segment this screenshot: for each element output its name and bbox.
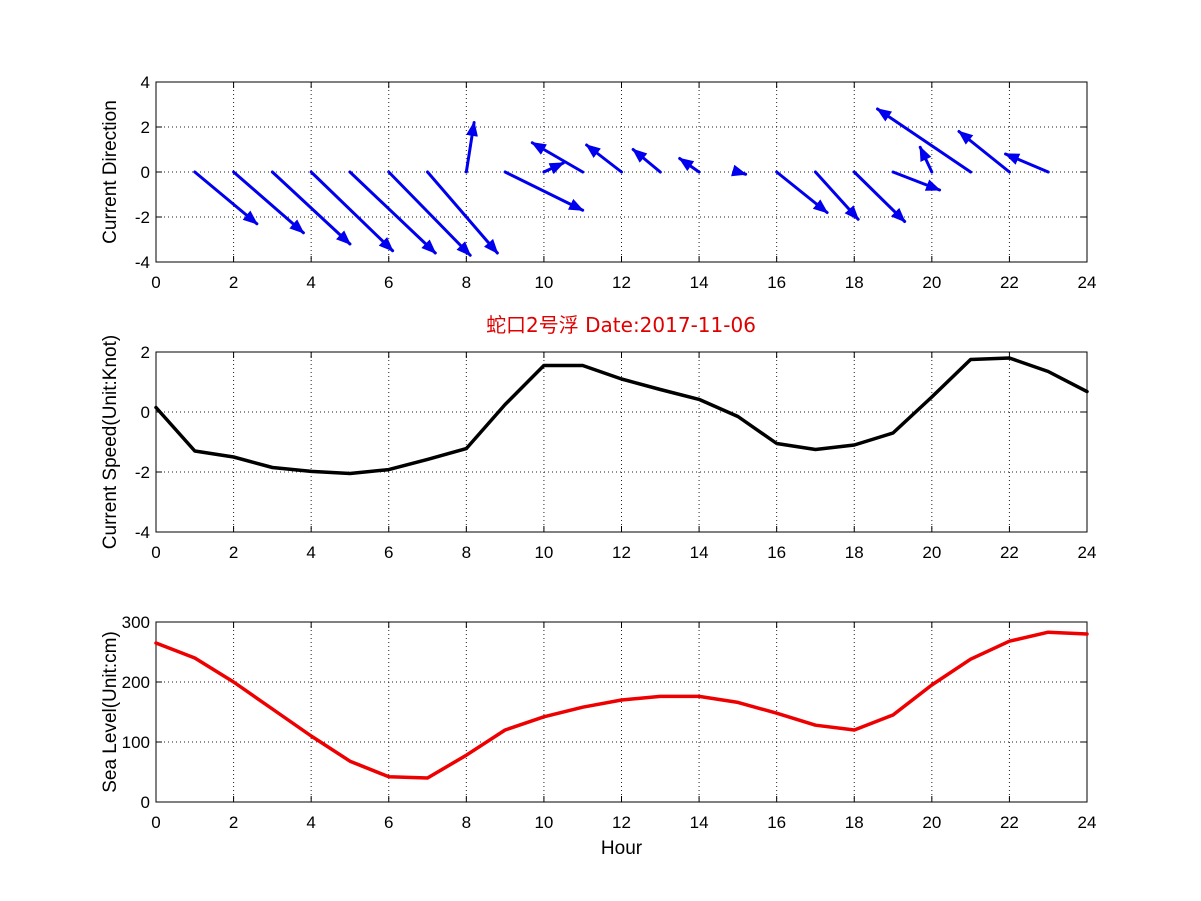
- direction-arrow-5: [387, 170, 472, 257]
- direction-arrow-21: [957, 130, 1011, 174]
- sea-level-x-tick-label-10: 20: [922, 813, 941, 832]
- sea-level-x-tick-label-7: 14: [690, 813, 709, 832]
- sea-level-x-tick-label-5: 10: [534, 813, 553, 832]
- sea-level-x-tick-label-12: 24: [1078, 813, 1097, 832]
- direction-arrow-4: [348, 170, 437, 255]
- sea-level-x-tick-label-1: 2: [229, 813, 238, 832]
- direction-arrow-6: [426, 170, 499, 255]
- speed-x-tick-label-1: 2: [229, 543, 238, 562]
- direction-x-tick-label-9: 18: [845, 273, 864, 292]
- sea-level-x-tick-label-0: 0: [151, 813, 160, 832]
- speed-x-tick-label-12: 24: [1078, 543, 1097, 562]
- direction-x-tick-label-0: 0: [151, 273, 160, 292]
- direction-y-axis-label: Current Direction: [100, 100, 121, 244]
- speed-x-tick-label-8: 16: [767, 543, 786, 562]
- sea-level-x-tick-label-11: 22: [1000, 813, 1019, 832]
- direction-arrow-19: [918, 145, 934, 174]
- direction-x-tick-label-8: 16: [767, 273, 786, 292]
- sea-level-x-tick-label-9: 18: [845, 813, 864, 832]
- sea-level-y-tick-label-2: 200: [122, 673, 150, 692]
- sea-level-x-tick-label-8: 16: [767, 813, 786, 832]
- chart-title: 蛇口2号浮 Date:2017-11-06: [486, 313, 756, 337]
- direction-arrow-17: [852, 170, 907, 223]
- speed-x-tick-label-5: 10: [534, 543, 553, 562]
- direction-y-tick-label-1: -2: [135, 208, 150, 227]
- direction-arrow-9: [542, 161, 565, 175]
- sea-level-y-tick-label-3: 300: [122, 613, 150, 632]
- sea-level-x-tick-label-6: 12: [612, 813, 631, 832]
- direction-y-tick-label-2: 0: [141, 163, 150, 182]
- sea-level-x-tick-label-4: 8: [462, 813, 471, 832]
- direction-arrow-7: [464, 121, 478, 174]
- speed-y-tick-label-2: 0: [141, 403, 150, 422]
- sea-level-x-tick-label-3: 6: [384, 813, 393, 832]
- direction-y-tick-label-4: 4: [141, 73, 150, 92]
- direction-arrow-10: [530, 141, 585, 174]
- speed-x-tick-label-3: 6: [384, 543, 393, 562]
- direction-x-tick-label-2: 4: [306, 273, 315, 292]
- direction-arrow-22: [1004, 152, 1050, 174]
- direction-x-tick-label-11: 22: [1000, 273, 1019, 292]
- direction-x-tick-label-4: 8: [462, 273, 471, 292]
- direction-x-tick-label-12: 24: [1078, 273, 1097, 292]
- direction-y-tick-label-0: -4: [135, 253, 150, 272]
- speed-y-tick-label-1: -2: [135, 463, 150, 482]
- speed-x-tick-label-4: 8: [462, 543, 471, 562]
- direction-x-tick-label-6: 12: [612, 273, 631, 292]
- direction-arrow-13: [678, 157, 701, 174]
- direction-arrow-18: [891, 170, 942, 192]
- speed-x-tick-label-7: 14: [690, 543, 709, 562]
- speed-series-line: [154, 356, 1089, 476]
- direction-x-tick-label-7: 14: [690, 273, 709, 292]
- speed-y-tick-label-3: 2: [141, 343, 150, 362]
- direction-x-tick-label-3: 6: [384, 273, 393, 292]
- direction-x-tick-label-1: 2: [229, 273, 238, 292]
- direction-x-tick-label-10: 20: [922, 273, 941, 292]
- speed-x-tick-label-0: 0: [151, 543, 160, 562]
- direction-arrow-3: [309, 170, 395, 253]
- sea-level-x-axis-label: Hour: [601, 838, 643, 859]
- direction-arrow-14: [730, 164, 748, 177]
- direction-arrow-15: [775, 170, 829, 214]
- direction-arrow-11: [585, 143, 623, 174]
- speed-x-tick-label-9: 18: [845, 543, 864, 562]
- direction-arrow-12: [631, 148, 662, 174]
- direction-arrow-8: [503, 170, 585, 212]
- sea-level-series-line: [154, 630, 1089, 780]
- sea-level-x-tick-label-2: 4: [306, 813, 315, 832]
- sea-level-y-axis-label: Sea Level(Unit:cm): [100, 631, 121, 793]
- direction-x-tick-label-5: 10: [534, 273, 553, 292]
- direction-y-tick-label-3: 2: [141, 118, 150, 137]
- direction-arrow-16: [813, 170, 860, 221]
- sea-level-y-tick-label-0: 0: [141, 793, 150, 812]
- speed-y-tick-label-0: -4: [135, 523, 150, 542]
- sea-level-y-tick-label-1: 100: [122, 733, 150, 752]
- direction-arrow-2: [270, 170, 352, 246]
- direction-arrow-0: [193, 170, 259, 226]
- speed-x-tick-label-2: 4: [306, 543, 315, 562]
- direction-arrow-1: [232, 170, 305, 235]
- speed-x-tick-label-6: 12: [612, 543, 631, 562]
- speed-y-axis-label: Current Speed(Unit:Knot): [100, 335, 121, 549]
- speed-x-tick-label-10: 20: [922, 543, 941, 562]
- speed-x-tick-label-11: 22: [1000, 543, 1019, 562]
- direction-arrow-20: [876, 107, 973, 174]
